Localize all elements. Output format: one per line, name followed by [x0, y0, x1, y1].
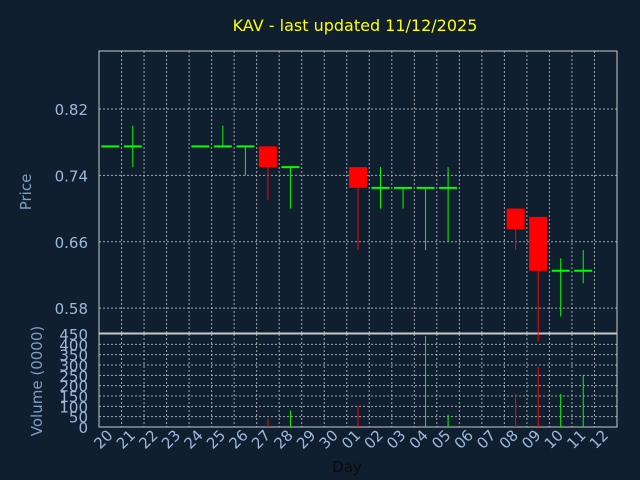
- price-tick-label: 0.58: [55, 300, 88, 318]
- candle-body: [258, 146, 277, 168]
- volume-tick-label: 350: [59, 347, 88, 365]
- volume-tick-label: 0: [78, 419, 88, 437]
- volume-tick-label: 450: [59, 326, 88, 344]
- chart-title: KAV - last updated 11/12/2025: [233, 16, 478, 35]
- volume-bars: [267, 336, 584, 427]
- x-tick-labels: 2021222324252627282930010203040506070809…: [90, 426, 612, 452]
- volume-grid: [99, 333, 617, 428]
- candle-body: [506, 208, 525, 230]
- price-tick-label: 0.66: [55, 234, 88, 252]
- volume-tick-label: 400: [59, 336, 88, 354]
- x-axis-label: Day: [332, 458, 362, 476]
- volume-tick-label: 250: [59, 367, 88, 385]
- volume-tick-label: 300: [59, 357, 88, 375]
- price-axis-label: Price: [17, 174, 35, 211]
- volume-tick-label: 50: [69, 409, 88, 427]
- candle-body: [349, 167, 367, 188]
- price-grid: [99, 51, 617, 333]
- price-tick-label: 0.82: [55, 101, 88, 119]
- candles: [101, 125, 593, 342]
- volume-tick-label: 200: [59, 378, 88, 396]
- price-tick-labels: 0.58 0.66 0.74 0.82: [55, 101, 88, 318]
- volume-tick-label: 100: [59, 398, 88, 416]
- price-tick-label: 0.74: [55, 167, 88, 185]
- volume-tick-label: 150: [59, 388, 88, 406]
- price-plot-frame: [98, 50, 618, 334]
- candle-body: [529, 216, 548, 271]
- volume-axis-label: Volume (0000): [28, 326, 46, 436]
